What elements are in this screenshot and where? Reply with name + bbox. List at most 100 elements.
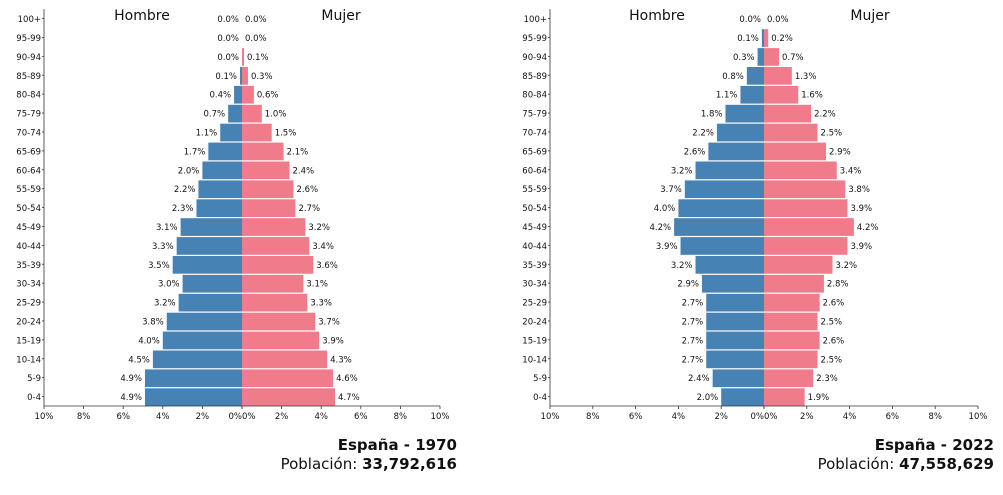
x-tick-label-1970-7: 2% xyxy=(275,412,289,422)
bar-male-2022-5-9 xyxy=(712,369,764,388)
value-label-male-2022-50-54: 4.0% xyxy=(654,204,676,214)
age-label-2022-30-34: 30-34 xyxy=(522,280,547,290)
bar-male-2022-95-99 xyxy=(761,29,764,47)
age-label-2022-90-94: 90-94 xyxy=(522,53,547,63)
value-label-female-2022-0-4: 1.9% xyxy=(808,393,830,403)
value-label-female-1970-20-24: 3.7% xyxy=(318,317,340,327)
age-label-1970-60-64: 60-64 xyxy=(16,166,41,176)
value-label-male-1970-60-64: 2.0% xyxy=(178,166,200,176)
value-label-male-2022-0-4: 2.0% xyxy=(697,393,719,403)
age-label-2022-20-24: 20-24 xyxy=(522,317,547,327)
age-label-1970-25-29: 25-29 xyxy=(16,299,41,309)
value-label-male-2022-40-44: 3.9% xyxy=(656,242,678,252)
bar-male-2022-75-79 xyxy=(725,104,764,123)
value-label-female-1970-100+: 0.0% xyxy=(245,15,267,25)
bar-male-2022-30-34 xyxy=(701,274,764,293)
value-label-male-1970-55-59: 2.2% xyxy=(174,185,196,195)
chart-footer-1970: España - 1970 Población: 33,792,616 xyxy=(281,436,457,474)
age-label-1970-35-39: 35-39 xyxy=(16,261,41,271)
x-tick-label-1970-0: 10% xyxy=(35,412,54,422)
bar-male-2022-85-89 xyxy=(746,67,764,85)
bar-female-2022-30-34 xyxy=(764,274,824,293)
bar-female-2022-55-59 xyxy=(764,180,846,199)
bar-female-1970-35-39 xyxy=(242,256,314,274)
age-label-1970-80-84: 80-84 xyxy=(16,91,41,101)
population-line-1970: Población: 33,792,616 xyxy=(281,455,457,474)
age-label-1970-45-49: 45-49 xyxy=(16,223,41,233)
value-label-female-2022-60-64: 3.4% xyxy=(840,166,862,176)
x-tick-label-2022-7: 2% xyxy=(800,412,814,422)
bar-male-2022-10-14 xyxy=(706,350,764,369)
bar-male-2022-70-74 xyxy=(716,123,764,142)
bar-male-2022-20-24 xyxy=(706,312,764,331)
age-label-1970-10-14: 10-14 xyxy=(16,355,41,365)
value-label-female-1970-40-44: 3.4% xyxy=(312,242,334,252)
bar-female-1970-15-19 xyxy=(242,331,320,350)
x-tick-label-1970-10: 8% xyxy=(394,412,408,422)
age-label-2022-40-44: 40-44 xyxy=(522,242,547,252)
age-label-1970-15-19: 15-19 xyxy=(16,336,41,346)
value-label-male-1970-35-39: 3.5% xyxy=(148,261,170,271)
age-label-2022-55-59: 55-59 xyxy=(522,185,547,195)
value-label-female-2022-5-9: 2.3% xyxy=(816,374,838,384)
value-label-female-1970-15-19: 3.9% xyxy=(322,336,344,346)
age-label-2022-45-49: 45-49 xyxy=(522,223,547,233)
bar-female-1970-70-74 xyxy=(242,123,272,142)
x-tick-label-2022-2: 6% xyxy=(629,412,643,422)
value-label-female-1970-70-74: 1.5% xyxy=(275,128,297,138)
value-label-female-1970-60-64: 2.4% xyxy=(293,166,315,176)
bar-female-1970-0-4 xyxy=(242,388,336,406)
bar-female-1970-90-94 xyxy=(242,48,244,66)
age-label-2022-15-19: 15-19 xyxy=(522,336,547,346)
bar-male-1970-5-9 xyxy=(144,369,242,388)
value-label-female-2022-100+: 0.0% xyxy=(767,15,789,25)
bar-male-2022-25-29 xyxy=(706,293,764,312)
value-label-female-2022-65-69: 2.9% xyxy=(829,147,851,157)
value-label-male-2022-90-94: 0.3% xyxy=(733,53,755,63)
value-label-female-1970-95-99: 0.0% xyxy=(245,34,267,44)
chart-footer-2022: España - 2022 Población: 47,558,629 xyxy=(818,436,994,474)
population-label-1970: Población: xyxy=(280,455,358,473)
bar-male-1970-65-69 xyxy=(208,142,242,161)
bar-female-2022-20-24 xyxy=(764,312,818,331)
x-tick-label-2022-8: 4% xyxy=(843,412,857,422)
bar-male-2022-40-44 xyxy=(680,237,764,255)
value-label-male-1970-40-44: 3.3% xyxy=(152,242,174,252)
value-label-female-2022-40-44: 3.9% xyxy=(850,242,872,252)
age-label-1970-40-44: 40-44 xyxy=(16,242,41,252)
value-label-male-1970-85-89: 0.1% xyxy=(215,72,237,82)
value-label-male-2022-20-24: 2.7% xyxy=(682,317,704,327)
value-label-male-2022-60-64: 3.2% xyxy=(671,166,693,176)
value-label-male-2022-30-34: 2.9% xyxy=(677,280,699,290)
age-label-2022-0-4: 0-4 xyxy=(533,393,547,403)
bar-female-2022-65-69 xyxy=(764,142,827,161)
value-label-female-1970-55-59: 2.6% xyxy=(296,185,318,195)
value-label-male-2022-65-69: 2.6% xyxy=(684,147,706,157)
x-tick-label-2022-3: 4% xyxy=(672,412,686,422)
bar-female-2022-0-4 xyxy=(764,388,805,406)
bar-male-1970-25-29 xyxy=(178,293,242,312)
bar-male-1970-60-64 xyxy=(202,161,242,180)
age-label-1970-50-54: 50-54 xyxy=(16,204,41,214)
age-label-1970-65-69: 65-69 xyxy=(16,147,41,157)
value-label-male-2022-75-79: 1.8% xyxy=(701,110,723,120)
bar-male-1970-85-89 xyxy=(240,67,242,85)
value-label-female-2022-95-99: 0.2% xyxy=(771,34,793,44)
value-label-male-1970-90-94: 0.0% xyxy=(217,53,239,63)
bar-female-1970-45-49 xyxy=(242,218,306,236)
age-label-2022-75-79: 75-79 xyxy=(522,110,547,120)
x-tick-label-1970-11: 10% xyxy=(431,412,450,422)
age-label-1970-85-89: 85-89 xyxy=(16,72,41,82)
age-label-1970-90-94: 90-94 xyxy=(16,53,41,63)
value-label-female-2022-50-54: 3.9% xyxy=(850,204,872,214)
bar-female-2022-80-84 xyxy=(764,85,799,104)
x-tick-label-1970-1: 8% xyxy=(77,412,91,422)
value-label-male-1970-65-69: 1.7% xyxy=(184,147,206,157)
value-label-female-1970-25-29: 3.3% xyxy=(310,299,332,309)
bar-male-1970-10-14 xyxy=(152,350,242,369)
value-label-male-2022-25-29: 2.7% xyxy=(682,299,704,309)
value-label-male-1970-80-84: 0.4% xyxy=(209,91,231,101)
x-tick-label-2022-4: 2% xyxy=(714,412,728,422)
bar-female-1970-5-9 xyxy=(242,369,334,388)
x-tick-label-2022-1: 8% xyxy=(586,412,600,422)
